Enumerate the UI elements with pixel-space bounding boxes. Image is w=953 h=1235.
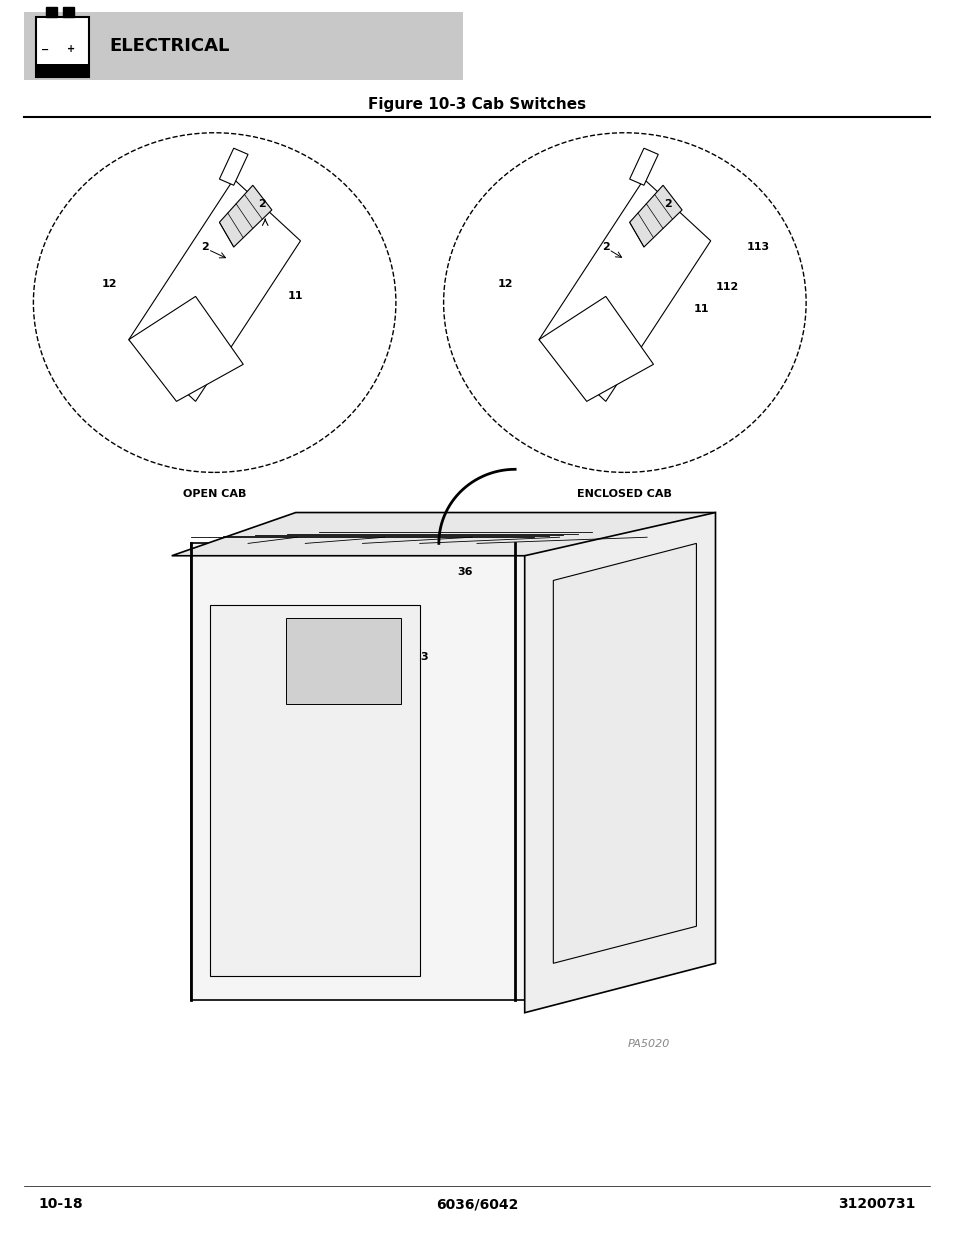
Text: Figure 10-3 Cab Switches: Figure 10-3 Cab Switches — [368, 98, 585, 112]
Polygon shape — [553, 543, 696, 963]
Text: 2: 2 — [601, 242, 609, 252]
Text: 11: 11 — [288, 291, 303, 301]
Text: 36: 36 — [456, 567, 472, 577]
Bar — [46, 7, 57, 17]
Text: OPEN CAB: OPEN CAB — [183, 489, 246, 499]
Bar — [63, 7, 74, 17]
Polygon shape — [191, 543, 534, 1000]
Bar — [36, 64, 89, 77]
Text: −: − — [41, 44, 49, 54]
Polygon shape — [524, 513, 715, 1013]
Text: 31200731: 31200731 — [838, 1197, 915, 1212]
Polygon shape — [219, 148, 248, 185]
Polygon shape — [210, 605, 419, 976]
Text: PA5020: PA5020 — [627, 1039, 669, 1049]
Polygon shape — [286, 618, 400, 704]
Text: 6036/6042: 6036/6042 — [436, 1197, 517, 1212]
Polygon shape — [538, 179, 710, 401]
Polygon shape — [172, 513, 715, 556]
Polygon shape — [129, 296, 243, 401]
Polygon shape — [538, 296, 653, 401]
Bar — [36, 17, 89, 77]
Text: ENCLOSED CAB: ENCLOSED CAB — [577, 489, 672, 499]
Polygon shape — [129, 179, 300, 401]
Text: 112: 112 — [715, 282, 738, 291]
Text: 2: 2 — [663, 199, 671, 209]
Text: +: + — [67, 44, 74, 54]
Text: 3: 3 — [420, 652, 428, 662]
Polygon shape — [629, 148, 658, 185]
Text: 113: 113 — [746, 242, 769, 252]
Text: 10-18: 10-18 — [38, 1197, 83, 1212]
Text: 12: 12 — [497, 279, 513, 289]
Text: 11: 11 — [693, 304, 708, 314]
Text: ELECTRICAL: ELECTRICAL — [110, 37, 230, 54]
Polygon shape — [629, 185, 681, 247]
Polygon shape — [219, 185, 272, 247]
Text: 2: 2 — [201, 242, 209, 252]
Bar — [24, 12, 462, 80]
Text: 12: 12 — [102, 279, 117, 289]
Text: 2: 2 — [258, 199, 266, 209]
